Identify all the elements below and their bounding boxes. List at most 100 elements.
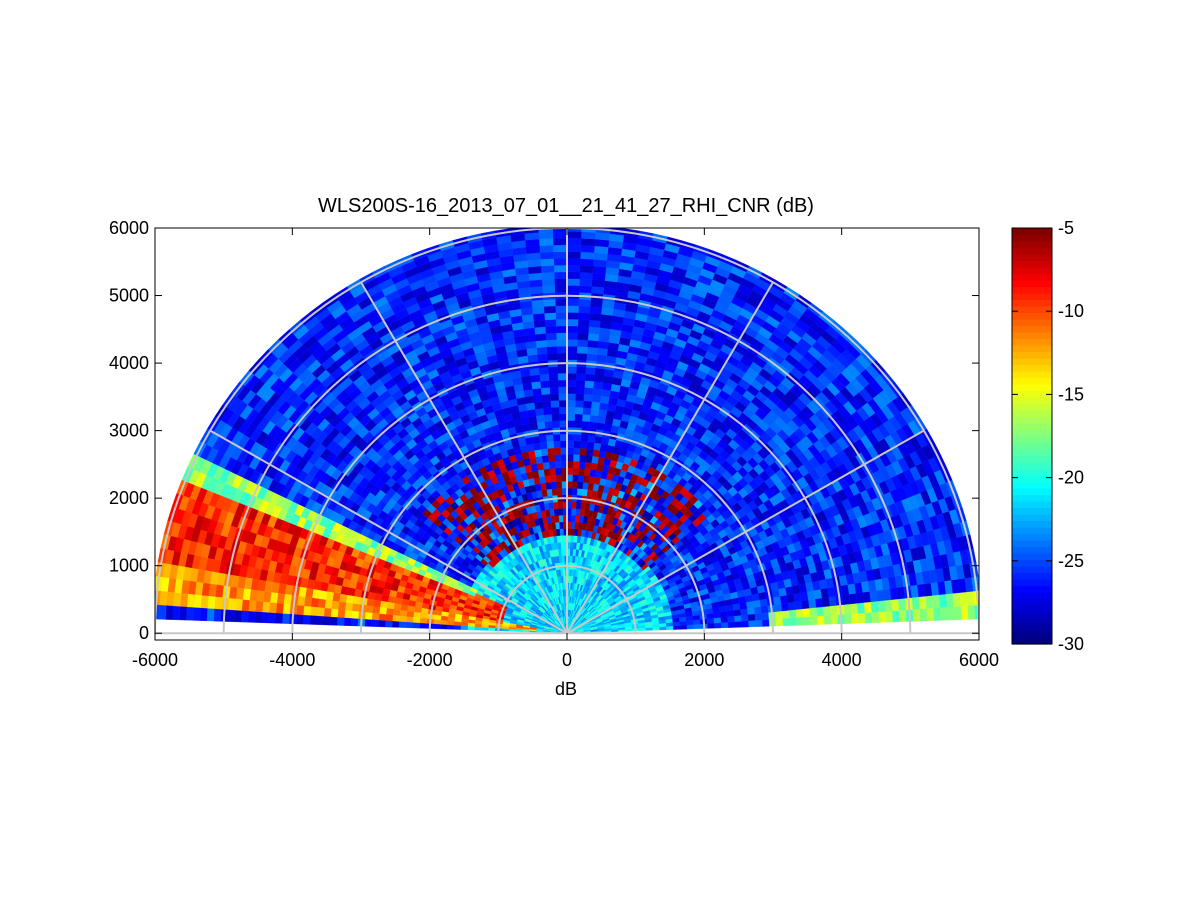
heatmap-cell [546,346,558,354]
heatmap-cell [556,339,568,347]
heatmap-cell [707,622,715,629]
heatmap-cell [544,312,557,321]
heatmap-cell [532,313,545,322]
heatmap-cell [551,420,560,428]
heatmap-cell [552,231,568,239]
heatmap-cell [541,278,555,287]
heatmap-cell [577,312,590,321]
heatmap-cell [885,610,894,623]
heatmap-cell [693,623,701,630]
heatmap-cell [775,610,783,620]
heatmap-cell [538,238,554,246]
heatmap-cell [579,508,585,517]
heatmap-cell [553,258,568,266]
heatmap-cell [816,606,825,617]
heatmap-cell [568,568,572,577]
heatmap-cell [578,468,585,476]
heatmap-cell [597,409,608,418]
heatmap-cell [593,381,604,390]
heatmap-cell [727,615,735,623]
heatmap-cell [575,393,585,401]
heatmap-cell [932,594,941,609]
heatmap-cell [546,441,554,449]
heatmap-cell [571,501,577,509]
heatmap-cell [575,508,581,516]
heatmap-cell [912,608,921,622]
heatmap-cell [543,305,556,314]
heatmap-cell [578,305,591,314]
heatmap-cell [594,238,610,248]
heatmap-cell [566,420,575,428]
heatmap-cell [559,413,568,421]
heatmap-cell [884,599,893,612]
heatmap-cell [566,298,580,307]
heatmap-cell [555,319,568,327]
heatmap-cell [781,602,790,612]
heatmap-cell [570,535,575,543]
heatmap-cell [566,393,576,401]
heatmap-cell [574,413,583,422]
heatmap-cell [551,488,558,496]
heatmap-cell [587,333,600,342]
heatmap-cell [555,467,562,476]
heatmap-cell [566,379,577,388]
heatmap-cell [552,433,561,442]
heatmap-cell [577,332,589,341]
heatmap-cell [590,408,600,417]
heatmap-cell [591,279,605,288]
heatmap-cell [539,380,550,389]
heatmap-cell [566,231,582,239]
heatmap-cell [574,515,580,523]
heatmap-cell [566,305,579,313]
heatmap-cell [529,422,539,431]
heatmap-cell [590,401,601,410]
heatmap-cell [782,617,791,626]
heatmap-cell [538,366,549,375]
heatmap-cell [582,475,590,483]
heatmap-cell [539,251,554,260]
heatmap-cell [795,608,804,618]
heatmap-cell [589,313,602,322]
heatmap-cell [864,612,873,624]
heatmap-cell [527,354,539,363]
heatmap-cell [566,352,578,361]
heatmap-cell [596,347,608,356]
heatmap-cell [591,394,602,403]
heatmap-cell [587,434,596,443]
heatmap-cell [528,272,543,281]
heatmap-cell [575,501,582,510]
chart-title: WLS200S-16_2013_07_01__21_41_27_RHI_CNR … [318,195,814,217]
heatmap-cell [815,597,824,608]
heatmap-cell [573,535,578,543]
heatmap-cell [543,298,556,307]
heatmap-cell [810,615,818,626]
heatmap-cell [753,606,762,614]
heatmap-cell [566,373,577,381]
heatmap-cell [588,421,598,430]
heatmap-cell [529,367,540,376]
heatmap-cell [543,414,553,422]
heatmap-cell [540,448,549,457]
heatmap-cell [809,607,818,617]
heatmap-cell [550,400,560,408]
heatmap-cell [539,244,554,253]
heatmap-cell [574,406,584,415]
heatmap-cell [527,265,542,275]
heatmap-cell [576,488,583,496]
heatmap-cell [849,593,858,605]
heatmap-cell [566,440,574,448]
heatmap-cell [542,461,550,470]
heatmap-cell [524,238,540,248]
heatmap-cell [535,414,545,423]
heatmap-cell [577,325,589,334]
heatmap-cell [794,600,803,610]
heatmap-cell [526,259,542,268]
heatmap-cell [594,435,603,444]
heatmap-cell [779,594,789,604]
heatmap-cell [741,620,750,628]
heatmap-cell [566,271,580,280]
heatmap-cell [541,393,551,402]
heatmap-cell [579,271,593,280]
heatmap-cell [571,487,578,496]
heatmap-cell [947,606,955,621]
